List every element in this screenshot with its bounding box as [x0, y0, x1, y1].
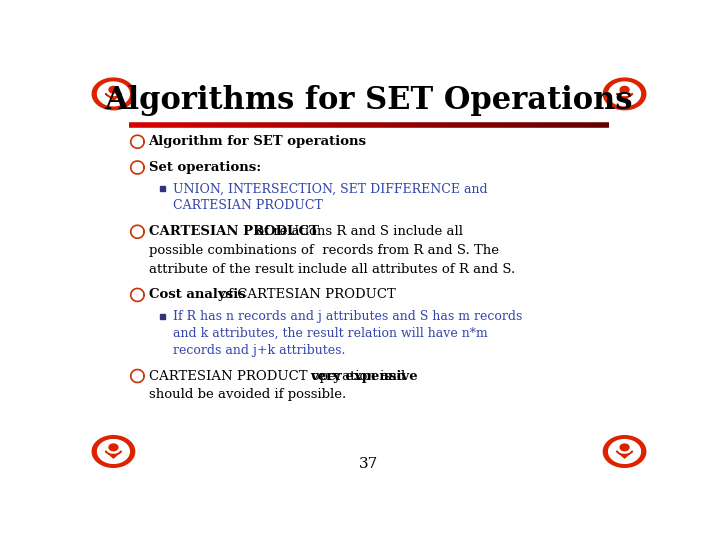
Polygon shape: [97, 440, 130, 463]
Text: should be avoided if possible.: should be avoided if possible.: [148, 388, 346, 401]
Text: CARTESIAN PRODUCT: CARTESIAN PRODUCT: [173, 199, 323, 212]
Text: CARTESIAN PRODUCT operation is: CARTESIAN PRODUCT operation is: [148, 369, 395, 382]
Polygon shape: [616, 93, 632, 100]
Bar: [160, 314, 166, 319]
Polygon shape: [608, 440, 641, 463]
Text: of CARTESIAN PRODUCT: of CARTESIAN PRODUCT: [215, 288, 395, 301]
Polygon shape: [603, 436, 646, 467]
Polygon shape: [106, 93, 122, 100]
Polygon shape: [106, 451, 122, 458]
Text: If R has n records and j attributes and S has m records: If R has n records and j attributes and …: [173, 310, 522, 323]
Polygon shape: [608, 82, 641, 106]
Text: UNION, INTERSECTION, SET DIFFERENCE and: UNION, INTERSECTION, SET DIFFERENCE and: [173, 183, 487, 195]
Polygon shape: [92, 436, 135, 467]
Text: CARTESIAN PRODUCT: CARTESIAN PRODUCT: [148, 225, 318, 238]
Text: Algorithm for SET operations: Algorithm for SET operations: [148, 135, 366, 148]
Text: of relations R and S include all: of relations R and S include all: [252, 225, 463, 238]
Text: Algorithms for SET Operations: Algorithms for SET Operations: [104, 85, 634, 116]
Bar: [160, 186, 166, 191]
Text: Cost analysis: Cost analysis: [148, 288, 246, 301]
Polygon shape: [92, 78, 135, 110]
Text: and: and: [377, 369, 405, 382]
Text: attribute of the result include all attributes of R and S.: attribute of the result include all attr…: [148, 262, 515, 275]
Polygon shape: [620, 86, 629, 93]
Polygon shape: [97, 82, 130, 106]
Text: records and j+k attributes.: records and j+k attributes.: [173, 344, 345, 357]
Text: and k attributes, the result relation will have n*m: and k attributes, the result relation wi…: [173, 327, 487, 340]
Polygon shape: [109, 86, 118, 93]
Text: 37: 37: [359, 457, 379, 471]
Text: Set operations:: Set operations:: [148, 161, 261, 174]
Polygon shape: [620, 444, 629, 451]
Polygon shape: [109, 444, 118, 451]
Text: possible combinations of  records from R and S. The: possible combinations of records from R …: [148, 244, 498, 257]
Polygon shape: [616, 451, 632, 458]
Polygon shape: [603, 78, 646, 110]
Text: very expensive: very expensive: [310, 369, 418, 382]
